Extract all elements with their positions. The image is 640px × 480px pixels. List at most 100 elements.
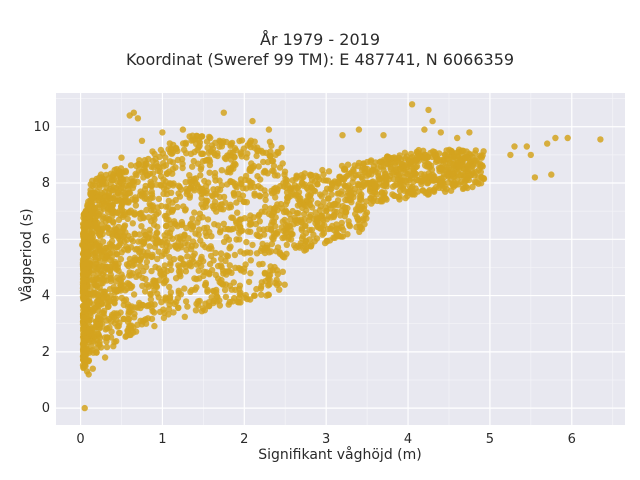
data-point [142,320,150,327]
data-point [328,186,335,193]
data-point [251,138,258,145]
data-point [407,160,415,167]
data-point [210,257,217,264]
data-point [240,198,247,205]
data-point [243,154,250,161]
data-point [150,221,158,228]
data-point [139,282,146,289]
data-point [141,288,149,295]
data-point [302,230,310,237]
data-point [216,279,223,286]
data-point [225,152,232,159]
data-point [507,151,514,159]
data-point [164,229,171,236]
data-point [172,196,179,204]
data-point [255,163,262,170]
data-point [117,228,124,235]
data-point [323,238,331,245]
data-point [101,334,109,341]
data-point [138,223,145,230]
data-point [116,168,123,175]
data-point [166,283,173,291]
data-point [126,331,133,339]
data-point [302,246,310,253]
data-point [288,230,295,238]
data-point [99,238,107,245]
data-point [133,172,140,179]
data-point [241,250,248,257]
data-point [323,208,330,215]
data-point [295,210,302,217]
data-point [336,173,343,181]
data-point [276,286,283,293]
data-point [172,275,180,282]
x-axis-label: Signifikant våghöjd (m) [258,447,422,463]
data-point [167,298,174,305]
data-point [325,168,333,175]
data-point [380,163,387,170]
data-point [471,150,479,157]
data-point [352,210,359,218]
data-point [220,220,227,227]
data-point [470,157,477,164]
data-point [179,140,187,147]
data-point [262,191,269,199]
data-point [271,172,279,179]
data-point [446,146,453,153]
data-point [80,315,88,322]
data-point [283,241,290,248]
data-point [251,190,258,197]
data-point [228,214,235,221]
data-point [262,196,269,204]
data-point [193,284,200,291]
y-tick-label: 4 [42,289,50,304]
data-point [196,210,204,217]
data-point [101,163,109,170]
data-point [95,210,102,218]
data-point [208,266,216,274]
data-point [142,162,149,169]
data-point [269,157,277,165]
data-point [80,338,87,345]
data-point [460,147,467,155]
data-point [209,193,216,200]
data-point [343,183,350,191]
data-point [186,172,193,179]
data-point [178,255,185,263]
data-point [429,117,436,125]
data-point [211,198,219,206]
data-point [93,282,100,289]
data-point [355,200,362,208]
data-point [129,270,136,277]
data-point [351,162,358,169]
data-point [226,245,233,252]
data-point [191,148,198,156]
data-point [169,206,176,213]
data-point [171,218,178,225]
data-point [188,263,195,270]
data-point [445,165,452,172]
data-point [316,225,323,232]
data-point [221,286,229,294]
data-point [527,151,534,159]
data-point [193,275,200,283]
data-point [283,208,290,216]
data-point [146,243,153,250]
data-point [231,180,239,187]
data-point [98,252,105,259]
data-point [132,304,139,311]
data-point [313,235,321,242]
data-point [92,254,99,261]
data-point [418,177,425,184]
chart-subtitle: Koordinat (Sweref 99 TM): E 487741, N 60… [125,50,515,69]
data-point [217,250,225,257]
data-point [107,170,115,177]
data-point [160,314,168,322]
data-point [381,189,388,196]
data-point [89,292,97,299]
data-point [278,144,285,152]
data-point [160,266,168,273]
data-point [131,197,139,204]
data-point [160,163,167,170]
